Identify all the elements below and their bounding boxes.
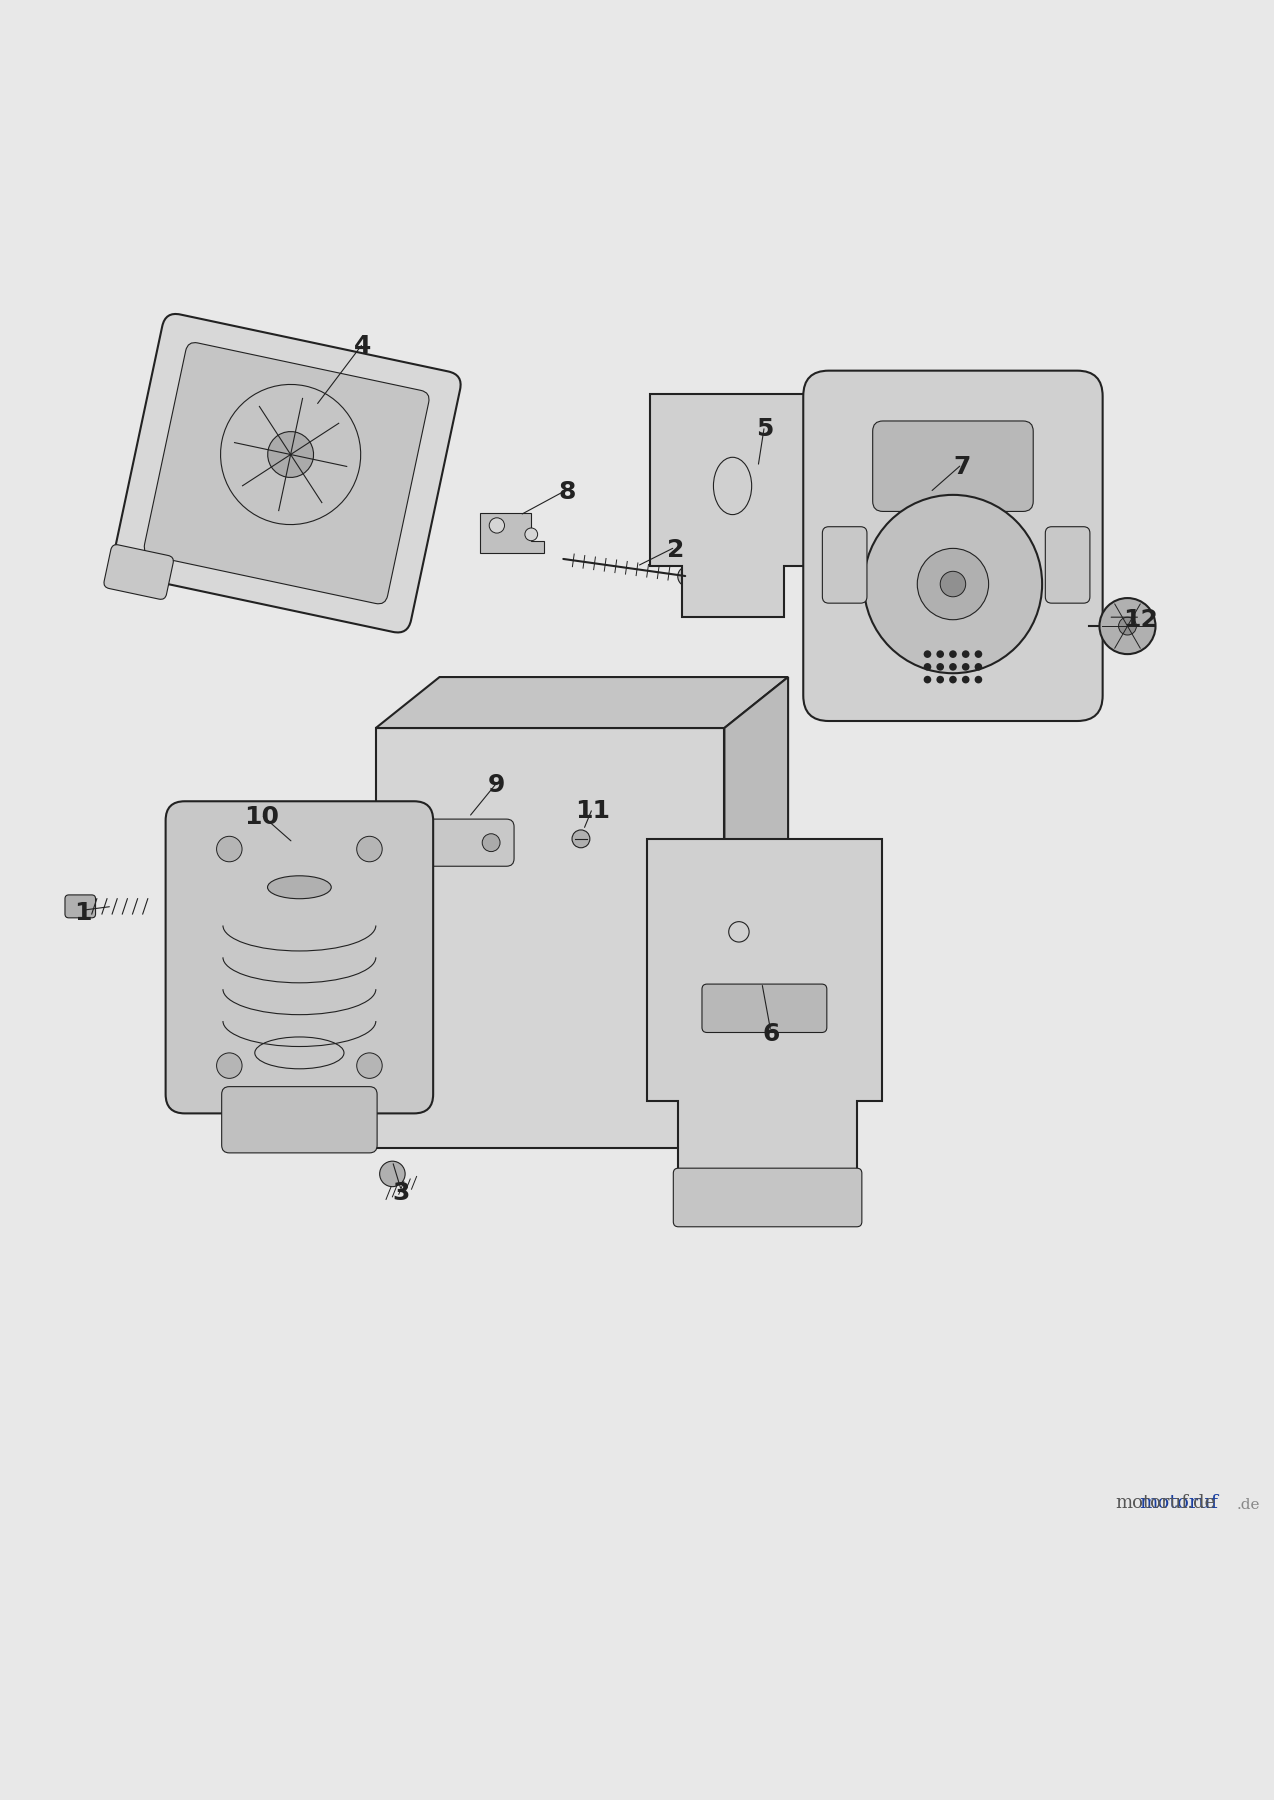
Circle shape [949, 675, 957, 684]
Circle shape [357, 1053, 382, 1078]
Circle shape [217, 837, 242, 862]
Circle shape [482, 833, 499, 851]
Circle shape [489, 518, 505, 533]
Text: 9: 9 [488, 774, 506, 797]
Text: 7: 7 [953, 455, 971, 479]
Text: 11: 11 [575, 799, 610, 823]
Text: motoruf: motoruf [1139, 1494, 1218, 1512]
Circle shape [572, 830, 590, 848]
Text: 8: 8 [558, 481, 576, 504]
Circle shape [936, 662, 944, 671]
Circle shape [940, 571, 966, 598]
Circle shape [380, 1161, 405, 1186]
FancyBboxPatch shape [104, 545, 173, 599]
Text: .de: .de [1237, 1498, 1260, 1512]
FancyBboxPatch shape [1045, 527, 1091, 603]
Text: 12: 12 [1122, 608, 1158, 632]
Circle shape [975, 675, 982, 684]
Text: 4: 4 [354, 333, 372, 358]
Text: 6: 6 [762, 1022, 780, 1046]
Text: 2: 2 [666, 538, 684, 562]
FancyBboxPatch shape [873, 421, 1033, 511]
Text: 5: 5 [755, 416, 773, 441]
Circle shape [949, 662, 957, 671]
Circle shape [962, 675, 970, 684]
FancyBboxPatch shape [222, 1087, 377, 1152]
Circle shape [924, 675, 931, 684]
Polygon shape [376, 677, 789, 727]
Text: 1: 1 [74, 900, 92, 925]
Polygon shape [725, 677, 789, 1148]
Polygon shape [376, 727, 725, 1148]
FancyBboxPatch shape [112, 313, 461, 632]
Circle shape [357, 837, 382, 862]
Circle shape [936, 650, 944, 659]
Circle shape [525, 527, 538, 540]
Circle shape [864, 495, 1042, 673]
Circle shape [949, 650, 957, 659]
Text: 3: 3 [392, 1181, 410, 1204]
Circle shape [917, 549, 989, 619]
FancyBboxPatch shape [673, 1168, 861, 1228]
Polygon shape [650, 394, 815, 617]
Ellipse shape [268, 877, 331, 898]
Text: motoruf.de: motoruf.de [1116, 1494, 1215, 1512]
FancyBboxPatch shape [823, 527, 866, 603]
Circle shape [217, 1053, 242, 1078]
Circle shape [924, 662, 931, 671]
Polygon shape [646, 839, 882, 1177]
Circle shape [962, 650, 970, 659]
Circle shape [975, 650, 982, 659]
FancyBboxPatch shape [803, 371, 1102, 722]
Polygon shape [480, 513, 544, 553]
FancyBboxPatch shape [702, 985, 827, 1033]
FancyBboxPatch shape [166, 801, 433, 1114]
Circle shape [678, 567, 698, 587]
FancyBboxPatch shape [390, 819, 513, 866]
Circle shape [924, 650, 931, 659]
Circle shape [1099, 598, 1156, 653]
Circle shape [962, 662, 970, 671]
Circle shape [936, 675, 944, 684]
Circle shape [268, 432, 313, 477]
Circle shape [1119, 617, 1136, 635]
Circle shape [975, 662, 982, 671]
FancyBboxPatch shape [144, 342, 429, 603]
FancyBboxPatch shape [65, 895, 96, 918]
Text: 10: 10 [243, 805, 279, 830]
